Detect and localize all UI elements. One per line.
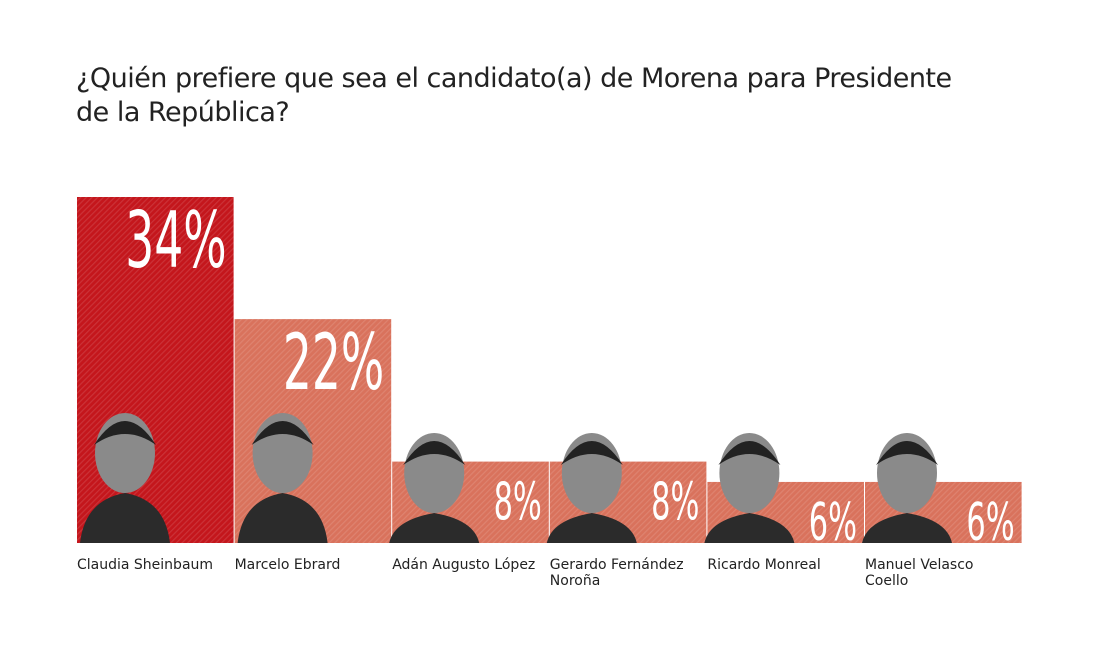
portrait-photo [546,433,637,543]
portrait-photo [862,433,952,543]
portrait-hair [403,441,466,465]
portrait-photo [80,413,170,543]
portrait-photo [389,433,480,543]
portrait-shoulders [237,493,328,543]
data-label: 8% [651,472,699,532]
data-label: 8% [494,472,542,532]
category-label: Adán Augusto López [392,557,536,573]
bar-texture [77,197,234,543]
portrait-shoulders [704,513,795,543]
data-label: 6% [966,493,1014,553]
portrait-photo [704,433,795,543]
portrait-shoulders [862,513,952,543]
portrait-hair [560,441,623,465]
data-label: 22% [283,317,384,408]
portrait-shoulders [80,493,170,543]
portrait-shoulders [389,513,480,543]
portrait-photo [237,413,328,543]
data-label: 6% [809,493,857,553]
portrait-hair [718,441,781,465]
portrait-hair [251,421,314,445]
category-label: Gerardo Fernández Noroña [549,557,684,589]
category-label: Ricardo Monreal [707,557,821,573]
data-label: 34% [125,195,226,286]
category-label: Claudia Sheinbaum [77,557,214,573]
category-label: Marcelo Ebrard [234,557,341,573]
category-label: Manuel Velasco Coello [865,557,974,589]
portrait-hair [876,441,938,465]
chart-title: ¿Quién prefiere que sea el candidato(a) … [76,63,952,128]
portrait-shoulders [546,513,637,543]
portrait-hair [94,421,156,445]
